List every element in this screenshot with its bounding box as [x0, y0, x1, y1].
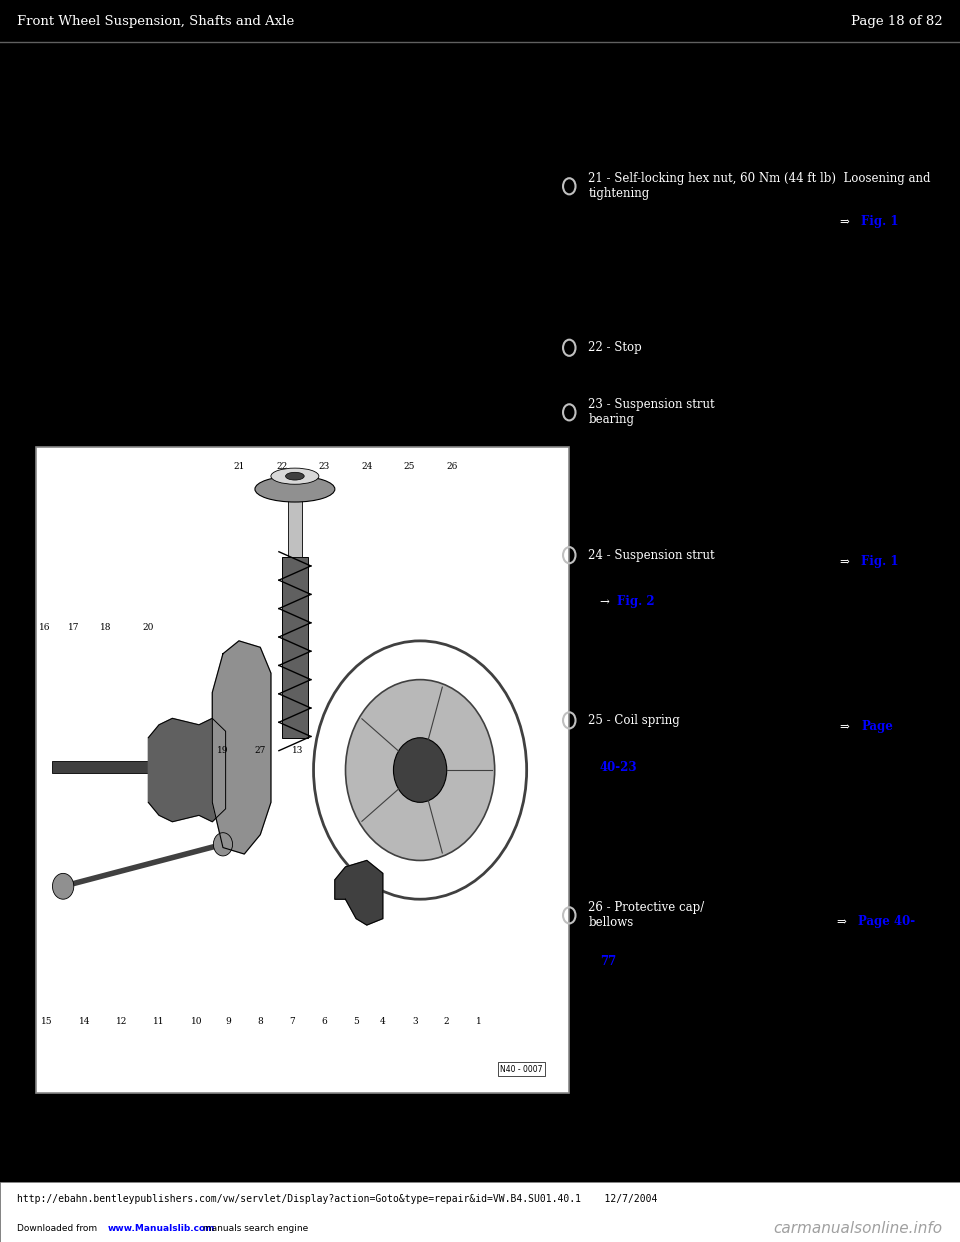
- Text: 25 - Coil spring: 25 - Coil spring: [588, 714, 681, 727]
- Text: 5: 5: [353, 1017, 359, 1026]
- Text: 40-23: 40-23: [600, 761, 637, 774]
- Text: →: →: [600, 595, 613, 607]
- Text: 17: 17: [68, 623, 80, 632]
- Text: Fig. 2: Fig. 2: [617, 595, 655, 607]
- Text: 27: 27: [254, 746, 266, 755]
- Text: 12: 12: [116, 1017, 128, 1026]
- Text: 6: 6: [322, 1017, 327, 1026]
- Text: 28: 28: [367, 746, 378, 755]
- Text: carmanualsonline.info: carmanualsonline.info: [774, 1221, 943, 1236]
- Bar: [288, 492, 301, 556]
- Text: 21 - Self-locking hex nut, 60 Nm (44 ft lb)  Loosening and
tightening: 21 - Self-locking hex nut, 60 Nm (44 ft …: [588, 173, 931, 200]
- Text: 15: 15: [41, 1017, 53, 1026]
- Bar: [0, 1182, 960, 1242]
- Text: 14: 14: [79, 1017, 90, 1026]
- Text: 4: 4: [380, 1017, 386, 1026]
- Text: 9: 9: [226, 1017, 231, 1026]
- Text: 20: 20: [143, 623, 154, 632]
- Text: ⇒: ⇒: [840, 720, 853, 733]
- FancyArrow shape: [53, 761, 149, 773]
- Text: 11: 11: [154, 1017, 165, 1026]
- Text: 21: 21: [233, 462, 245, 471]
- Text: http://ebahn.bentleypublishers.com/vw/servlet/Display?action=Goto&type=repair&id: http://ebahn.bentleypublishers.com/vw/se…: [17, 1194, 658, 1203]
- Text: Page 18 of 82: Page 18 of 82: [852, 15, 943, 27]
- Text: N40 - 0007: N40 - 0007: [500, 1064, 542, 1073]
- Bar: [281, 556, 308, 738]
- Text: Page: Page: [861, 720, 893, 733]
- Text: ⇒: ⇒: [840, 215, 853, 227]
- Text: 10: 10: [191, 1017, 202, 1026]
- Text: 29: 29: [404, 746, 415, 755]
- Bar: [0, 0, 960, 42]
- Polygon shape: [335, 861, 383, 925]
- Text: 16: 16: [38, 623, 50, 632]
- Text: manuals search engine: manuals search engine: [200, 1225, 308, 1233]
- Polygon shape: [149, 718, 226, 822]
- Text: 26 - Protective cap/
bellows: 26 - Protective cap/ bellows: [588, 902, 705, 929]
- Text: 19: 19: [217, 746, 228, 755]
- Circle shape: [213, 832, 232, 856]
- Text: 23 - Suspension strut
bearing: 23 - Suspension strut bearing: [588, 399, 715, 426]
- Text: 77: 77: [600, 955, 616, 968]
- Circle shape: [394, 738, 446, 802]
- Text: Page 40-: Page 40-: [858, 915, 916, 928]
- Text: 2: 2: [444, 1017, 449, 1026]
- Bar: [36, 447, 569, 1093]
- Ellipse shape: [285, 472, 304, 481]
- Text: 8: 8: [257, 1017, 263, 1026]
- Text: 1: 1: [476, 1017, 482, 1026]
- Ellipse shape: [255, 476, 335, 502]
- Text: 25: 25: [404, 462, 415, 471]
- Text: ⇒: ⇒: [837, 915, 851, 928]
- Text: 7: 7: [289, 1017, 295, 1026]
- Text: 23: 23: [319, 462, 330, 471]
- Text: Downloaded from: Downloaded from: [17, 1225, 100, 1233]
- Text: 22 - Stop: 22 - Stop: [588, 342, 642, 354]
- Text: 3: 3: [412, 1017, 418, 1026]
- Ellipse shape: [271, 468, 319, 484]
- Text: 18: 18: [100, 623, 111, 632]
- Circle shape: [53, 873, 74, 899]
- Circle shape: [346, 679, 494, 861]
- Text: 26: 26: [446, 462, 458, 471]
- Text: 13: 13: [292, 746, 303, 755]
- Text: 24: 24: [361, 462, 372, 471]
- Text: ⇒: ⇒: [840, 555, 853, 568]
- Polygon shape: [212, 641, 271, 854]
- Text: Fig. 1: Fig. 1: [861, 555, 899, 568]
- Text: Front Wheel Suspension, Shafts and Axle: Front Wheel Suspension, Shafts and Axle: [17, 15, 295, 27]
- Text: 24 - Suspension strut: 24 - Suspension strut: [588, 549, 715, 561]
- Text: Fig. 1: Fig. 1: [861, 215, 899, 227]
- Text: 22: 22: [276, 462, 287, 471]
- Text: www.Manualslib.com: www.Manualslib.com: [108, 1225, 215, 1233]
